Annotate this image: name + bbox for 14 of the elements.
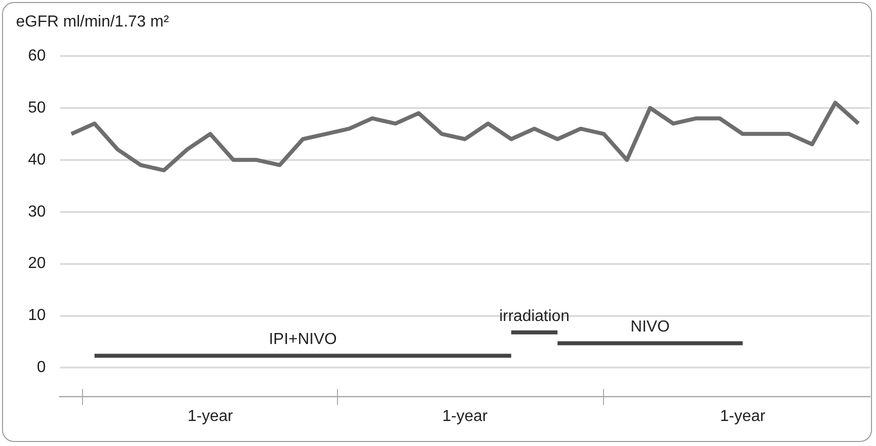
x-tick-label: 1-year bbox=[188, 408, 234, 425]
y-tick-label: 0 bbox=[36, 359, 46, 376]
y-axis-title: eGFR ml/min/1.73 m² bbox=[16, 13, 170, 30]
y-tick-label: 40 bbox=[28, 151, 46, 168]
series-label: irradiation bbox=[499, 308, 570, 325]
y-tick-label: 50 bbox=[28, 99, 46, 116]
series-label: IPI+NIVO bbox=[268, 331, 337, 348]
x-tick-label: 1-year bbox=[442, 408, 488, 425]
y-tick-label: 60 bbox=[28, 47, 46, 64]
y-tick-label: 10 bbox=[28, 307, 46, 324]
y-tick-label: 20 bbox=[28, 255, 46, 272]
series-label: NIVO bbox=[630, 318, 670, 336]
y-tick-label: 30 bbox=[28, 203, 46, 220]
x-tick-label: 1-year bbox=[720, 408, 766, 425]
